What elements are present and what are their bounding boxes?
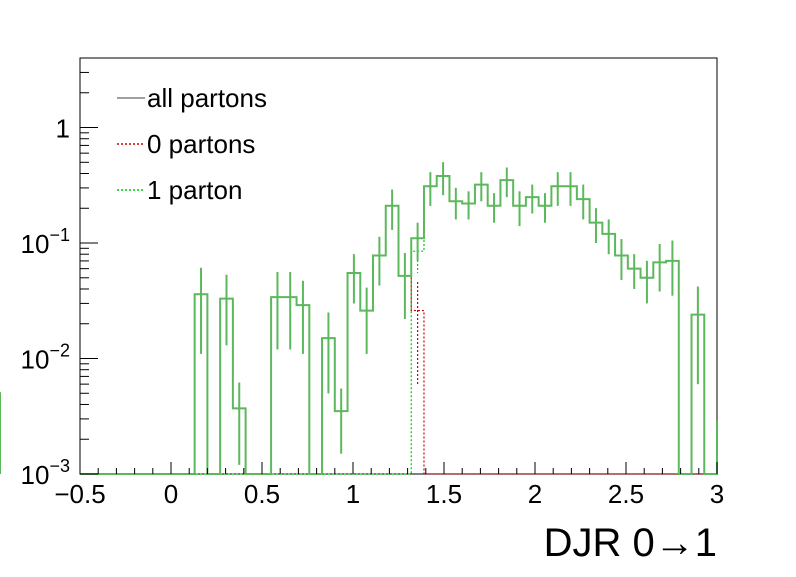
legend-label: 0 partons: [147, 129, 255, 159]
legend-item: all partons: [117, 83, 267, 113]
legend-label: 1 parton: [147, 175, 242, 205]
x-tick-label: 2.5: [608, 479, 644, 509]
x-tick-label: 1: [346, 479, 360, 509]
plot-frame: [79, 57, 718, 475]
x-tick-label: 0.5: [244, 479, 280, 509]
x-tick-label: −0.5: [54, 479, 105, 509]
series-line: [80, 175, 718, 475]
series-1-parton: [0, 162, 718, 475]
y-tick-label: 10−1: [21, 225, 70, 259]
series-line: [80, 175, 718, 475]
legend: all partons 0 partons 1 parton: [117, 83, 267, 205]
legend-item: 1 parton: [117, 175, 242, 205]
axis-layer: −0.5 0 0.5 1 1.5 2 2.5 3 1 10−1 10−2 10−3: [21, 57, 724, 509]
series-all-partons: [0, 162, 718, 475]
x-tick-label: 1.5: [426, 479, 462, 509]
x-tick-label: 2: [528, 479, 542, 509]
y-tick-label: 10−2: [21, 341, 70, 375]
x-tick-label: 0: [164, 479, 178, 509]
x-tick-label: 3: [710, 479, 724, 509]
y-tick-label: 10−3: [21, 456, 70, 490]
y-tick-label: 1: [56, 114, 70, 144]
legend-item: 0 partons: [117, 129, 255, 159]
series-layer: [0, 162, 718, 475]
legend-label: all partons: [147, 83, 267, 113]
x-axis-label: DJR 0→1: [544, 521, 717, 565]
